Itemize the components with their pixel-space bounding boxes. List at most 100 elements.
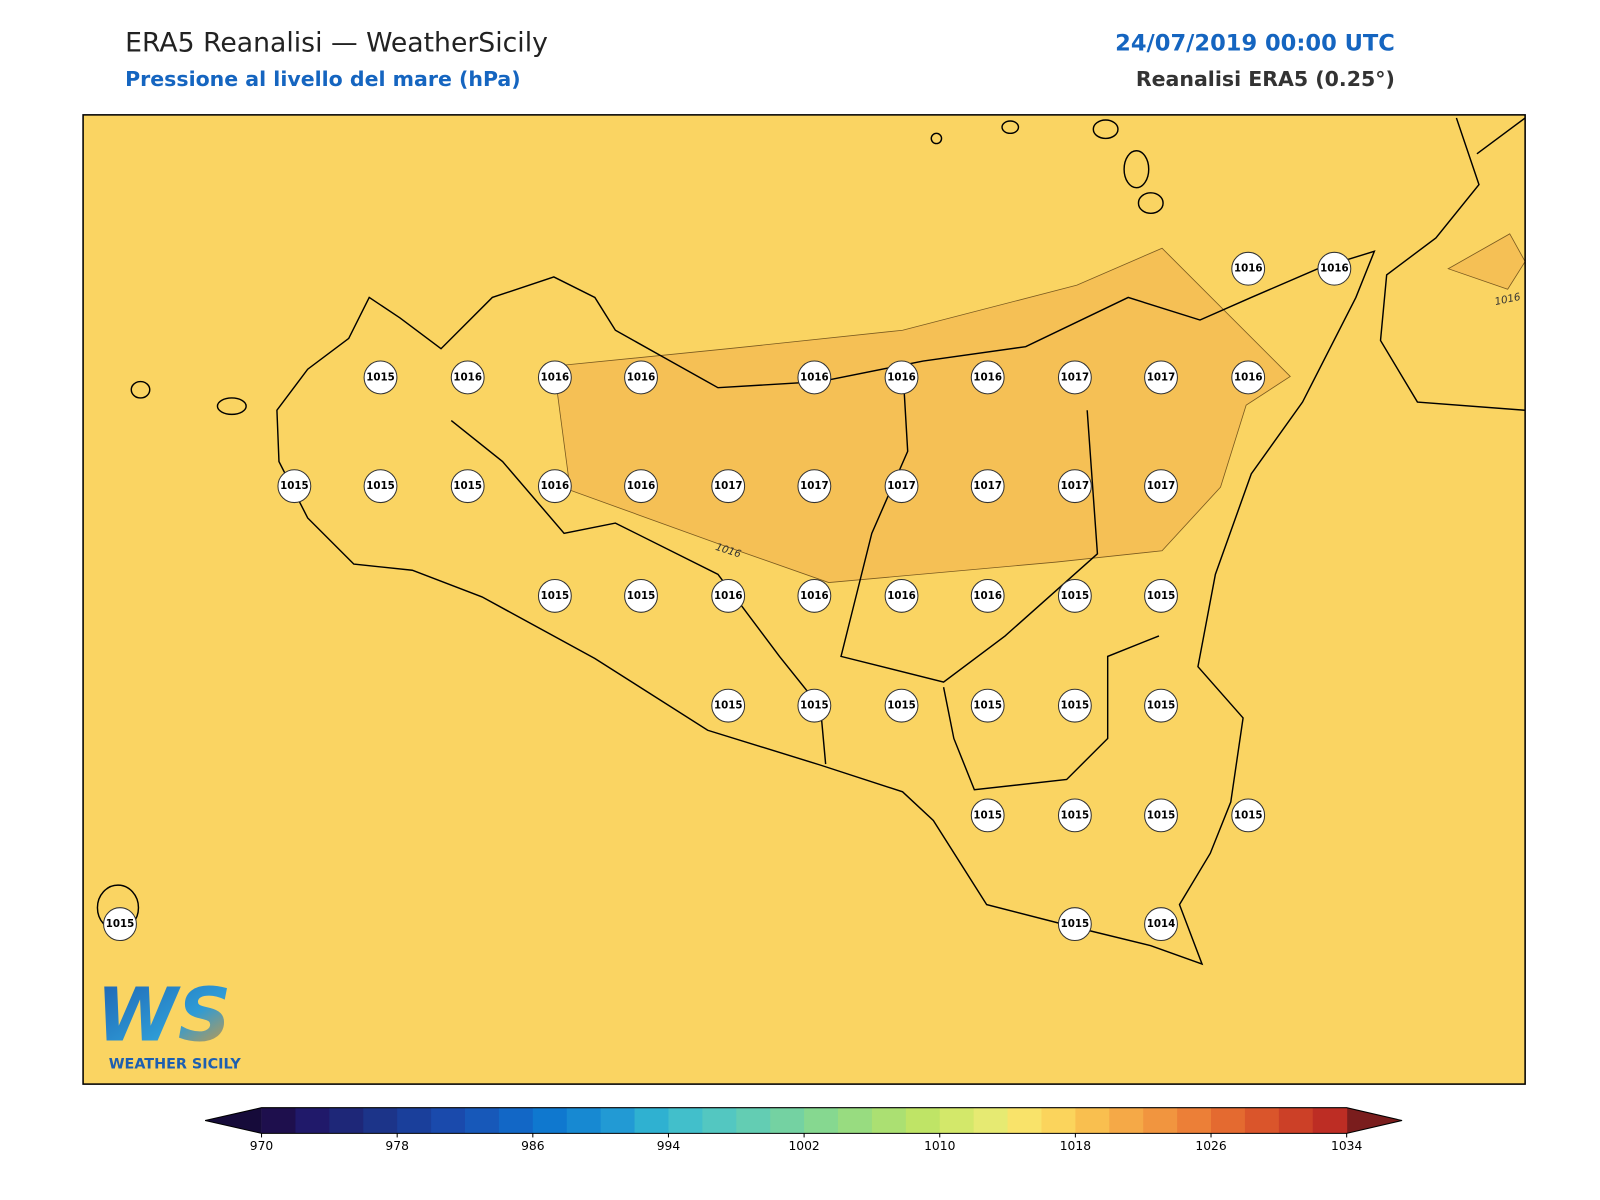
station-value: 1015 <box>1147 809 1176 821</box>
station-marker <box>1144 907 1178 942</box>
colorbar-tick-label: 978 <box>385 1139 408 1153</box>
colorbar-tick-label: 986 <box>521 1139 545 1153</box>
station-marker <box>1057 688 1092 723</box>
station-marker <box>537 360 572 395</box>
station-value: 1017 <box>887 480 916 492</box>
logo: WS WEATHER SICILY <box>96 973 241 1073</box>
station-value: 1015 <box>1147 700 1176 712</box>
station-marker <box>624 578 658 613</box>
colorbar-segment <box>939 1107 975 1134</box>
station-value: 1015 <box>366 371 395 383</box>
station-marker <box>363 469 398 504</box>
station-marker <box>884 688 919 723</box>
station-value: 1015 <box>541 590 570 602</box>
station-value: 1016 <box>627 480 656 492</box>
calabria-coast <box>1379 117 1526 411</box>
colorbar-segment <box>871 1107 907 1134</box>
station-marker <box>363 360 398 395</box>
station-value: 1015 <box>627 590 656 602</box>
station-value: 1016 <box>714 590 743 602</box>
island <box>1123 150 1150 189</box>
station-value: 1017 <box>1147 480 1176 492</box>
station-value: 1016 <box>1234 371 1263 383</box>
colorbar-segment <box>973 1107 1009 1134</box>
station-marker <box>797 688 832 723</box>
station-value: 1015 <box>106 918 135 930</box>
colorbar-segment <box>465 1107 500 1134</box>
colorbar-segment <box>1278 1107 1314 1134</box>
station-marker <box>1144 578 1178 613</box>
station-marker <box>624 360 658 395</box>
station-marker <box>797 578 832 613</box>
colorbar-segment <box>1211 1107 1246 1134</box>
station-marker <box>1144 469 1178 504</box>
colorbar-segment <box>261 1107 296 1134</box>
station-marker <box>1317 251 1352 286</box>
colorbar-tick-label: 1034 <box>1331 1139 1362 1153</box>
contour-label: 1016 <box>1494 291 1522 308</box>
station-marker <box>884 469 919 504</box>
island <box>1001 120 1020 135</box>
subtitle: Pressione al livello del mare (hPa) <box>125 67 521 91</box>
colorbar-segment <box>295 1107 330 1134</box>
station-value: 1015 <box>973 809 1002 821</box>
station-value: 1017 <box>1061 480 1090 492</box>
island <box>930 132 943 145</box>
station-marker <box>711 578 746 613</box>
station-marker <box>1057 360 1092 395</box>
colorbar-segment <box>397 1107 432 1134</box>
station-marker <box>1057 469 1092 504</box>
station-marker <box>1144 688 1178 723</box>
colorbar-segment <box>804 1107 839 1134</box>
station-marker <box>1144 798 1178 833</box>
station-marker <box>970 469 1005 504</box>
colorbar-segment <box>838 1107 873 1134</box>
station-marker <box>537 578 572 613</box>
station-value: 1015 <box>1061 700 1090 712</box>
colorbar: 970 978 986 994 1002 1010 1018 1026 1034 <box>205 1107 1403 1153</box>
station-value: 1017 <box>800 480 829 492</box>
colorbar-tick-label: 1002 <box>788 1139 819 1153</box>
colorbar-segment <box>634 1107 669 1134</box>
station-marker <box>970 360 1005 395</box>
colorbar-segment <box>905 1107 941 1134</box>
colorbar-tick-label: 994 <box>657 1139 681 1153</box>
station-marker <box>1057 907 1092 942</box>
station-marker <box>624 469 658 504</box>
station-value: 1015 <box>366 480 395 492</box>
station-value: 1016 <box>887 590 916 602</box>
station-value: 1015 <box>1061 590 1090 602</box>
station-value: 1015 <box>1234 809 1263 821</box>
station-value: 1016 <box>453 371 482 383</box>
station-marker <box>970 688 1005 723</box>
colorbar-tick-label: 1010 <box>924 1139 955 1153</box>
island <box>1092 119 1119 140</box>
station-value: 1015 <box>800 700 829 712</box>
colorbar-segment <box>431 1107 466 1134</box>
colorbar-segment <box>329 1107 364 1134</box>
colorbar-segment <box>363 1107 398 1134</box>
station-marker <box>797 469 832 504</box>
station-value: 1016 <box>541 371 570 383</box>
colorbar-segment <box>532 1107 568 1134</box>
station-value: 1016 <box>627 371 656 383</box>
station-marker <box>103 907 137 942</box>
province-border <box>942 635 1160 791</box>
map-frame <box>82 114 1526 1085</box>
logo-mark: WS <box>96 973 231 1059</box>
colorbar-segment <box>1312 1107 1348 1134</box>
station-value: 1016 <box>1320 263 1349 275</box>
colorbar-segment <box>498 1107 534 1134</box>
colorbar-segment <box>702 1107 737 1134</box>
station-value: 1015 <box>280 480 309 492</box>
station-marker <box>711 469 746 504</box>
station-value: 1017 <box>714 480 743 492</box>
colorbar-segment <box>1109 1107 1144 1134</box>
colorbar-segment <box>600 1107 636 1134</box>
station-value: 1017 <box>973 480 1002 492</box>
station-value: 1014 <box>1147 918 1176 930</box>
title: ERA5 Reanalisi — WeatherSicily <box>125 28 548 59</box>
colorbar-segment <box>770 1107 805 1134</box>
